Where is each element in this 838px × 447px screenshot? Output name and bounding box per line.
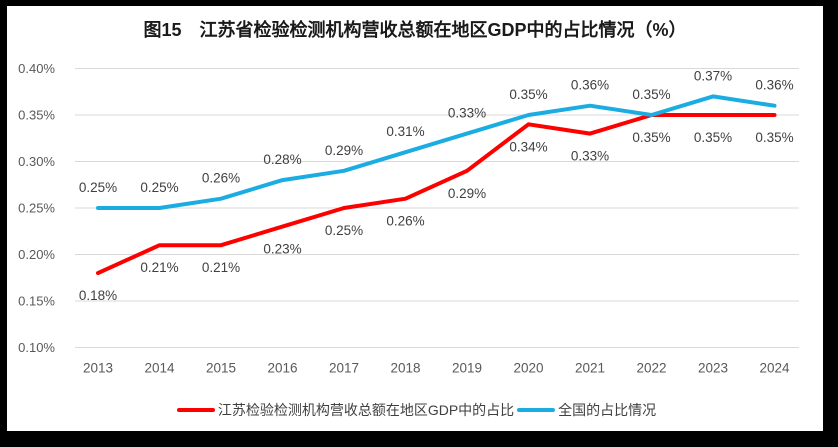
- y-axis-tick-label: 0.35%: [18, 108, 55, 123]
- data-label: 0.35%: [632, 130, 670, 145]
- x-axis-tick-label: 2018: [390, 361, 420, 376]
- data-label: 0.29%: [448, 186, 486, 201]
- x-axis-tick-label: 2020: [513, 361, 543, 376]
- legend-label-national: 全国的占比情况: [558, 402, 657, 418]
- data-label: 0.21%: [140, 260, 178, 275]
- legend-label-jiangsu: 江苏检验检测机构营收总额在地区GDP中的占比: [217, 402, 515, 418]
- chart-legend: 江苏检验检测机构营收总额在地区GDP中的占比 全国的占比情况: [7, 400, 823, 420]
- data-label: 0.26%: [202, 171, 240, 186]
- data-label: 0.29%: [325, 143, 363, 158]
- data-label: 0.36%: [755, 78, 793, 93]
- data-label: 0.25%: [140, 180, 178, 195]
- data-label: 0.28%: [263, 152, 301, 167]
- series-line-0: [96, 113, 777, 276]
- y-axis-tick-label: 0.30%: [18, 154, 55, 169]
- y-axis-tick-label: 0.20%: [18, 247, 55, 262]
- x-axis-tick-label: 2017: [329, 361, 359, 376]
- x-axis-tick-label: 2023: [698, 361, 728, 376]
- series-line-1: [96, 94, 777, 210]
- x-axis-tick-label: 2021: [575, 361, 605, 376]
- x-axis-tick-label: 2024: [759, 361, 790, 376]
- data-label: 0.35%: [694, 130, 732, 145]
- y-axis-tick-label: 0.10%: [18, 340, 55, 355]
- data-label: 0.31%: [386, 124, 424, 139]
- data-label: 0.18%: [79, 288, 117, 303]
- data-label: 0.35%: [632, 87, 670, 102]
- data-label: 0.34%: [509, 139, 547, 154]
- data-label: 0.35%: [509, 87, 547, 102]
- chart-title: 图15 江苏省检验检测机构营收总额在地区GDP中的占比情况（%）: [143, 20, 687, 40]
- y-axis-tick-label: 0.15%: [18, 294, 55, 309]
- data-label: 0.35%: [755, 130, 793, 145]
- data-label: 0.37%: [694, 68, 732, 83]
- data-label: 0.33%: [448, 106, 486, 121]
- data-label: 0.25%: [325, 223, 363, 238]
- data-label: 0.26%: [386, 214, 424, 229]
- data-label: 0.33%: [571, 149, 609, 164]
- data-label: 0.36%: [571, 78, 609, 93]
- y-axis-tick-label: 0.25%: [18, 201, 55, 216]
- data-label: 0.25%: [79, 180, 117, 195]
- x-axis-tick-label: 2013: [83, 361, 113, 376]
- x-axis-tick-label: 2019: [452, 361, 482, 376]
- data-label: 0.23%: [263, 242, 301, 257]
- legend-swatch-jiangsu-line: [176, 408, 215, 412]
- line-chart-canvas: 0.10% 0.15% 0.20% 0.25% 0.30% 0.35% 0.40% 2013 2…: [18, 61, 799, 376]
- y-axis-tick-label: 0.40%: [18, 61, 55, 76]
- data-label: 0.21%: [202, 260, 240, 275]
- legend-swatch-national-line: [517, 408, 556, 412]
- x-axis-tick-label: 2015: [206, 361, 236, 376]
- x-axis-tick-label: 2016: [267, 361, 297, 376]
- x-axis-tick-label: 2014: [144, 361, 175, 376]
- x-axis-tick-label: 2022: [636, 361, 666, 376]
